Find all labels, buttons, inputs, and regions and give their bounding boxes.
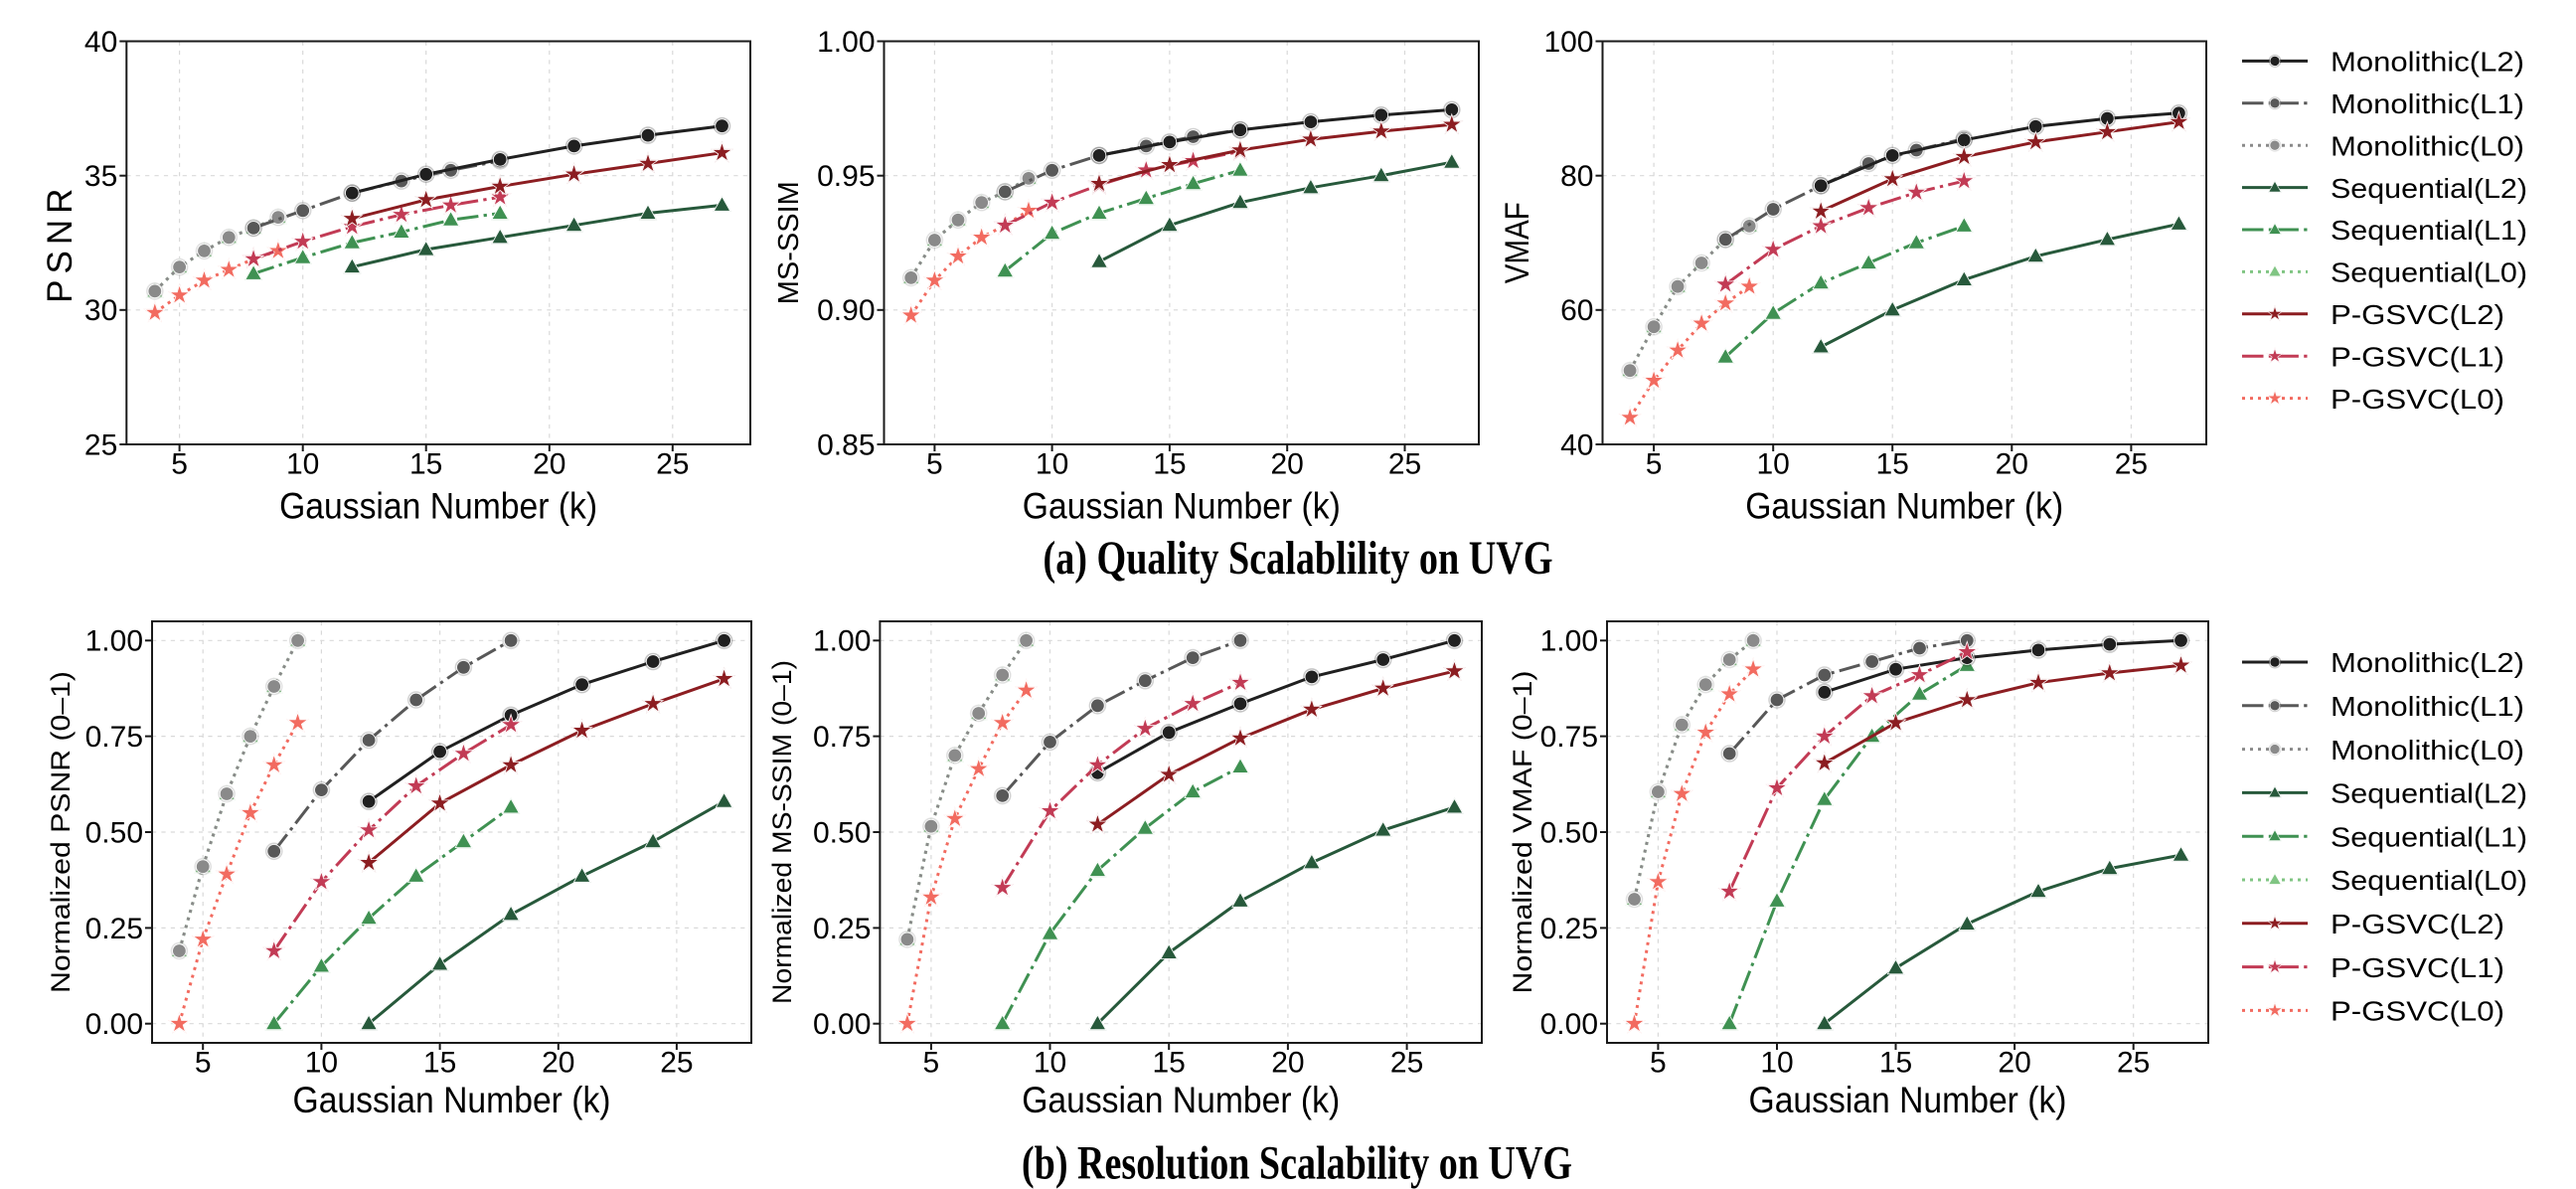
svg-text:Monolithic(L2): Monolithic(L2) (2331, 647, 2524, 678)
svg-text:Normalized PSNR (0–1): Normalized PSNR (0–1) (46, 671, 76, 993)
svg-text:20: 20 (1271, 448, 1304, 481)
svg-text:80: 80 (1560, 160, 1593, 193)
svg-text:0.95: 0.95 (817, 160, 875, 193)
svg-text:Monolithic(L1): Monolithic(L1) (2331, 691, 2524, 722)
svg-text:(a) Quality Scalablility on UV: (a) Quality Scalablility on UVG (1044, 532, 1553, 585)
svg-text:1.00: 1.00 (817, 26, 875, 59)
svg-text:20: 20 (1996, 448, 2028, 481)
svg-text:25: 25 (660, 1047, 693, 1080)
svg-text:20: 20 (533, 448, 565, 481)
svg-text:Normalized MS-SSIM (0–1): Normalized MS-SSIM (0–1) (767, 660, 797, 1004)
svg-text:0.25: 0.25 (1540, 913, 1598, 945)
svg-text:Gaussian Number (k): Gaussian Number (k) (279, 485, 597, 526)
svg-text:P-GSVC(L1): P-GSVC(L1) (2331, 341, 2504, 372)
svg-text:(b) Resolution Scalability on: (b) Resolution Scalability on UVG (1022, 1137, 1572, 1189)
svg-text:5: 5 (171, 448, 188, 481)
svg-text:1.00: 1.00 (813, 625, 871, 658)
svg-text:0.50: 0.50 (813, 816, 871, 849)
svg-text:40: 40 (1560, 428, 1593, 461)
svg-text:20: 20 (1998, 1047, 2030, 1080)
svg-text:P-GSVC(L0): P-GSVC(L0) (2331, 384, 2504, 415)
svg-text:Gaussian Number (k): Gaussian Number (k) (293, 1080, 611, 1120)
svg-text:1.00: 1.00 (1540, 625, 1598, 658)
svg-text:0.50: 0.50 (85, 816, 143, 849)
svg-text:5: 5 (926, 448, 943, 481)
svg-text:0.25: 0.25 (85, 913, 143, 945)
svg-text:MS-SSIM: MS-SSIM (773, 181, 805, 304)
svg-text:Sequential(L1): Sequential(L1) (2331, 821, 2527, 852)
svg-text:15: 15 (423, 1047, 456, 1080)
svg-text:P-GSVC(L2): P-GSVC(L2) (2331, 299, 2504, 330)
svg-text:PSNR: PSNR (41, 183, 80, 303)
svg-text:Gaussian Number (k): Gaussian Number (k) (1022, 1080, 1340, 1120)
svg-text:20: 20 (1271, 1047, 1304, 1080)
svg-text:P-GSVC(L0): P-GSVC(L0) (2331, 996, 2504, 1027)
svg-text:P-GSVC(L1): P-GSVC(L1) (2331, 952, 2504, 983)
svg-text:Monolithic(L0): Monolithic(L0) (2331, 130, 2524, 161)
svg-text:5: 5 (195, 1047, 212, 1080)
svg-text:Sequential(L0): Sequential(L0) (2331, 257, 2527, 288)
svg-text:0.00: 0.00 (1540, 1008, 1598, 1041)
svg-text:Gaussian Number (k): Gaussian Number (k) (1749, 1080, 2067, 1120)
svg-text:10: 10 (1757, 448, 1790, 481)
svg-text:0.85: 0.85 (817, 428, 875, 461)
svg-text:35: 35 (84, 160, 117, 193)
svg-text:Sequential(L0): Sequential(L0) (2331, 865, 2527, 896)
svg-text:0.75: 0.75 (1540, 721, 1598, 754)
svg-text:10: 10 (1036, 448, 1068, 481)
svg-text:0.25: 0.25 (813, 913, 871, 945)
svg-text:0.00: 0.00 (813, 1008, 871, 1041)
svg-text:15: 15 (1153, 448, 1186, 481)
svg-text:Sequential(L1): Sequential(L1) (2331, 215, 2527, 246)
svg-text:Sequential(L2): Sequential(L2) (2331, 778, 2527, 809)
svg-text:25: 25 (1390, 1047, 1423, 1080)
svg-text:15: 15 (1879, 1047, 1912, 1080)
svg-text:Sequential(L2): Sequential(L2) (2331, 173, 2527, 204)
svg-text:VMAF: VMAF (1499, 202, 1536, 283)
svg-text:15: 15 (1876, 448, 1909, 481)
svg-text:10: 10 (305, 1047, 338, 1080)
svg-text:0.75: 0.75 (813, 721, 871, 754)
svg-text:25: 25 (1388, 448, 1421, 481)
svg-text:25: 25 (656, 448, 689, 481)
svg-text:30: 30 (84, 294, 117, 327)
svg-text:60: 60 (1560, 294, 1593, 327)
svg-text:P-GSVC(L2): P-GSVC(L2) (2331, 909, 2504, 939)
svg-text:0.90: 0.90 (817, 294, 875, 327)
svg-text:Gaussian Number (k): Gaussian Number (k) (1023, 485, 1341, 526)
svg-text:Normalized VMAF (0–1): Normalized VMAF (0–1) (1508, 671, 1537, 994)
svg-text:15: 15 (409, 448, 442, 481)
svg-text:0.75: 0.75 (85, 721, 143, 754)
svg-text:25: 25 (84, 428, 117, 461)
svg-text:10: 10 (1760, 1047, 1793, 1080)
svg-text:10: 10 (1034, 1047, 1066, 1080)
svg-text:25: 25 (2115, 448, 2148, 481)
svg-text:25: 25 (2117, 1047, 2150, 1080)
svg-text:Monolithic(L1): Monolithic(L1) (2331, 88, 2524, 119)
svg-text:15: 15 (1153, 1047, 1186, 1080)
svg-text:1.00: 1.00 (85, 625, 143, 658)
svg-text:0.00: 0.00 (85, 1008, 143, 1041)
svg-text:10: 10 (286, 448, 319, 481)
svg-text:40: 40 (84, 26, 117, 59)
svg-text:Monolithic(L2): Monolithic(L2) (2331, 47, 2524, 78)
svg-text:100: 100 (1543, 26, 1593, 59)
svg-text:Monolithic(L0): Monolithic(L0) (2331, 735, 2524, 765)
svg-text:0.50: 0.50 (1540, 816, 1598, 849)
svg-text:5: 5 (1646, 448, 1663, 481)
svg-text:20: 20 (542, 1047, 574, 1080)
svg-text:Gaussian Number (k): Gaussian Number (k) (1745, 485, 2063, 526)
svg-text:5: 5 (923, 1047, 940, 1080)
svg-text:5: 5 (1650, 1047, 1667, 1080)
